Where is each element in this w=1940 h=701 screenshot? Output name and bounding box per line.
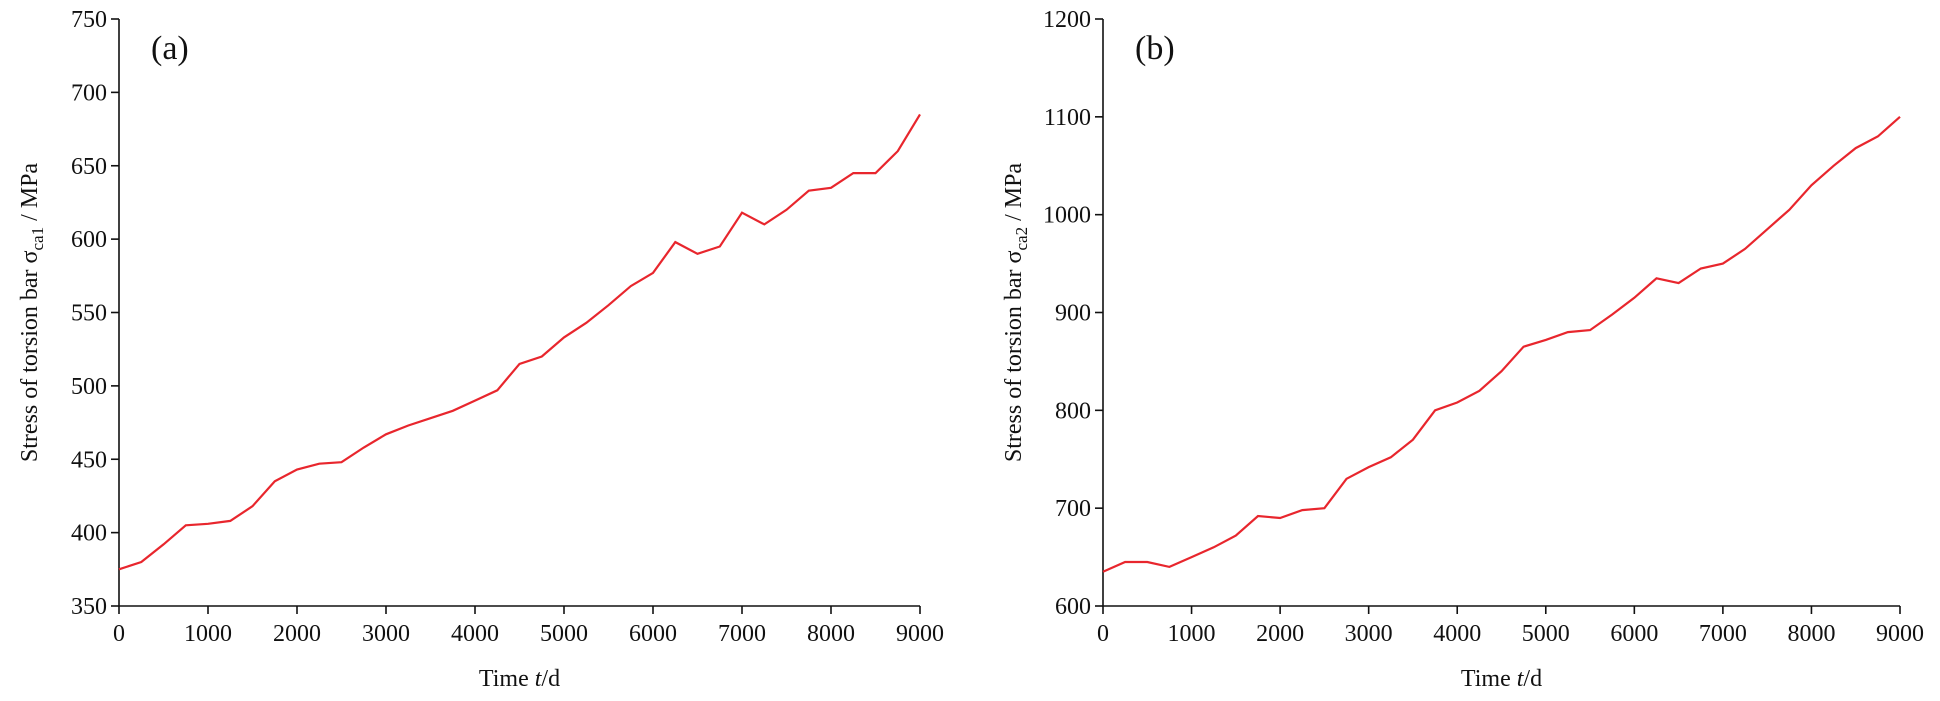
x-tick-label: 3000 xyxy=(1345,621,1393,647)
x-tick-label: 2000 xyxy=(1256,621,1304,647)
y-tick-label: 550 xyxy=(71,301,107,327)
y-tick-label: 600 xyxy=(1055,594,1091,620)
y-tick-label: 750 xyxy=(71,7,107,33)
x-tick-label: 6000 xyxy=(1610,621,1658,647)
x-tick-label: 6000 xyxy=(629,621,677,647)
axes-frame xyxy=(1102,19,1900,607)
y-tick-label: 700 xyxy=(1055,496,1091,522)
x-tick-label: 1000 xyxy=(1168,621,1216,647)
y-tick-label: 350 xyxy=(71,594,107,620)
y-tick-label: 700 xyxy=(71,80,107,106)
y-label-unit: / MPa xyxy=(1001,163,1027,227)
y-tick-label: 1100 xyxy=(1044,105,1091,131)
panel-label: (b) xyxy=(1135,30,1175,67)
panel-label: (a) xyxy=(151,30,189,67)
y-tick-label: 650 xyxy=(71,154,107,180)
y-label-unit: / MPa xyxy=(17,163,43,227)
x-tick-label: 5000 xyxy=(540,621,588,647)
x-tick-label: 4000 xyxy=(451,621,499,647)
x-label-text: Time xyxy=(479,666,535,692)
y-axis-label: Stress of torsion bar σca1 / MPa xyxy=(17,163,47,463)
data-line xyxy=(1102,115,1901,573)
x-tick-label: 3000 xyxy=(362,621,410,647)
x-label-italic: t xyxy=(1517,666,1525,692)
y-tick-label: 1200 xyxy=(1043,7,1091,33)
y-axis-label: Stress of torsion bar σca2 / MPa xyxy=(1001,163,1031,463)
x-tick-label: 8000 xyxy=(1787,621,1835,647)
x-tick-label: 7000 xyxy=(1699,621,1747,647)
y-tick-label: 800 xyxy=(1055,398,1091,424)
y-label-text: Stress of torsion bar σ xyxy=(1001,250,1027,462)
x-label-unit: /d xyxy=(541,666,560,692)
y-tick-label: 400 xyxy=(71,521,107,547)
axes-frame xyxy=(118,19,920,607)
x-tick-label: 5000 xyxy=(1522,621,1570,647)
x-axis-label: Time t/d xyxy=(1461,666,1542,692)
data-line xyxy=(118,113,921,571)
x-tick-label: 0 xyxy=(113,621,125,647)
x-tick-label: 0 xyxy=(1097,621,1109,647)
x-tick-label: 9000 xyxy=(896,621,944,647)
x-axis-label: Time t/d xyxy=(479,666,560,692)
y-tick-label: 600 xyxy=(71,227,107,253)
y-tick-label: 500 xyxy=(71,374,107,400)
x-tick-label: 1000 xyxy=(184,621,232,647)
y-label-sub: ca2 xyxy=(1012,227,1031,251)
y-tick-label: 900 xyxy=(1055,301,1091,327)
x-tick-label: 9000 xyxy=(1876,621,1924,647)
x-tick-label: 4000 xyxy=(1433,621,1481,647)
x-tick-label: 8000 xyxy=(807,621,855,647)
x-label-unit: /d xyxy=(1523,666,1542,692)
y-label-sub: ca1 xyxy=(28,227,47,251)
y-tick-label: 450 xyxy=(71,447,107,473)
x-label-italic: t xyxy=(535,666,543,692)
y-tick-label: 1000 xyxy=(1043,203,1091,229)
x-label-text: Time xyxy=(1461,666,1517,692)
x-tick-label: 7000 xyxy=(718,621,766,647)
y-label-text: Stress of torsion bar σ xyxy=(17,250,43,462)
x-tick-label: 2000 xyxy=(273,621,321,647)
